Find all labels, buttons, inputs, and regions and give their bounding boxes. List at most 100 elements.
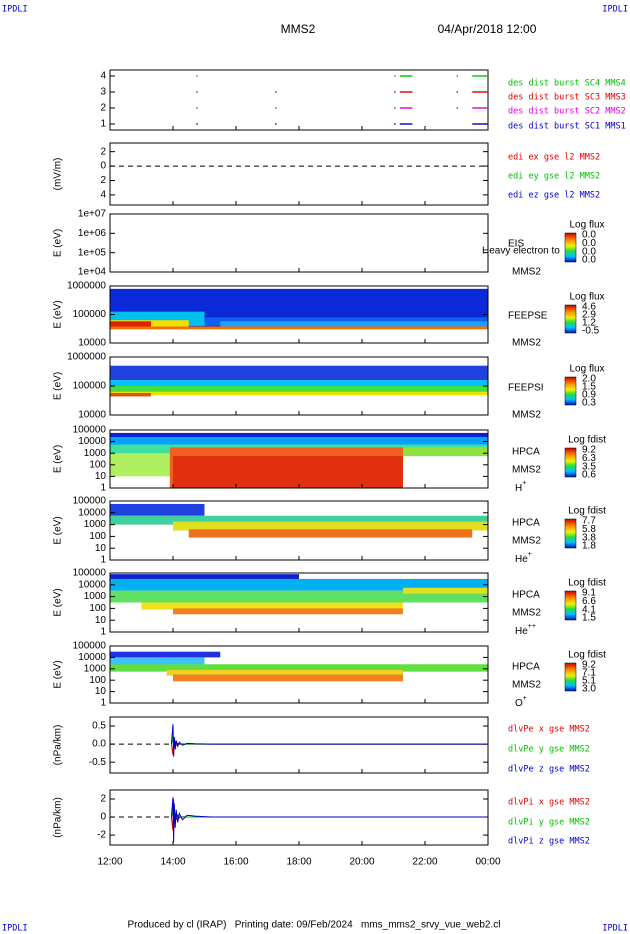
colorbar xyxy=(564,232,577,263)
colorbar-label: 1.5 xyxy=(582,613,596,624)
corner-label: IPDLI xyxy=(2,5,28,15)
colorbar-title: Log flux xyxy=(569,364,604,375)
y-tick-label: 4 xyxy=(100,71,106,82)
spectrogram-cell xyxy=(220,321,488,327)
legend-entry: dlvPe y gse MMS2 xyxy=(508,745,590,755)
colorbar-label: 4.1 xyxy=(582,604,596,615)
colorbar xyxy=(564,376,577,406)
spectrogram-cell xyxy=(188,529,473,538)
y-tick-label: -0.5 xyxy=(89,757,107,768)
colorbar-title: Log fdist xyxy=(568,650,606,661)
spectrogram-cell xyxy=(110,651,221,658)
corner-label: IPDLI xyxy=(2,924,28,934)
colorbar-label: 3.5 xyxy=(582,461,596,472)
burst-interval xyxy=(472,75,488,77)
burst-interval xyxy=(275,107,277,109)
species-ion: He xyxy=(515,554,528,565)
corner-label: IPDLI xyxy=(602,5,628,15)
panel-frame xyxy=(109,69,489,131)
colorbar xyxy=(564,590,577,621)
species-charge: + xyxy=(522,480,526,487)
colorbar-label: 6.3 xyxy=(582,453,596,464)
spectrogram-cell xyxy=(110,657,205,666)
legend-entry: edi ex gse l2 MMS2 xyxy=(508,153,600,163)
y-tick-label: 1 xyxy=(100,483,106,494)
colorbar-label: 0.0 xyxy=(582,230,596,241)
spacecraft: MMS2 xyxy=(512,536,541,547)
spacecraft: MMS2 xyxy=(512,465,541,476)
data-line xyxy=(170,797,488,843)
y-tick-label: 0.0 xyxy=(92,739,106,750)
x-tick-label: 00:00 xyxy=(475,857,500,868)
burst-interval xyxy=(472,107,488,109)
y-axis-label: E (eV) xyxy=(53,660,64,688)
colorbar-title: Log fdist xyxy=(568,435,606,446)
y-tick-label: 1000 xyxy=(84,448,107,459)
burst-interval xyxy=(275,123,277,125)
y-tick-label: 10 xyxy=(95,471,107,482)
spectrogram-cell xyxy=(110,436,488,448)
legend-entry: des dist burst SC3 MMS3 xyxy=(508,93,626,103)
spacecraft: MMS2 xyxy=(512,680,541,691)
y-tick-label: 0 xyxy=(100,161,106,172)
y-tick-label: 0.5 xyxy=(92,721,106,732)
y-tick-label: 100 xyxy=(89,531,106,542)
burst-interval xyxy=(196,123,198,125)
colorbar-label: 2.0 xyxy=(582,374,596,385)
spectrogram-cell xyxy=(110,321,151,328)
colorbar-label: 5.8 xyxy=(582,524,596,535)
colorbar xyxy=(564,518,577,549)
y-tick-label: 0 xyxy=(100,812,106,823)
panel-frame xyxy=(109,716,489,774)
species: He+ xyxy=(515,551,532,565)
y-axis-label: (mV/m) xyxy=(53,158,64,191)
colorbar-label: 3.8 xyxy=(582,532,596,543)
y-tick-label: 100000 xyxy=(73,496,107,507)
spectrogram-cell xyxy=(173,674,403,682)
burst-interval xyxy=(394,123,396,125)
y-tick-label: 10000 xyxy=(78,338,106,349)
colorbar-label: 0.0 xyxy=(582,238,596,249)
species: O+ xyxy=(515,695,527,709)
spectrogram-cell xyxy=(166,669,403,676)
data-line xyxy=(170,740,488,756)
colorbar-label: 1.8 xyxy=(582,541,596,552)
y-tick-label: 2 xyxy=(100,103,106,114)
colorbar-label: 9.2 xyxy=(582,445,596,456)
y-tick-label: 100000 xyxy=(73,568,107,579)
y-tick-label: 100000 xyxy=(73,641,107,652)
y-tick-label: 10 xyxy=(95,615,107,626)
spectrogram-cell xyxy=(402,447,488,457)
y-tick-label: 1 xyxy=(100,627,106,638)
burst-interval xyxy=(456,91,458,93)
species: He++ xyxy=(515,623,536,637)
spacecraft: MMS2 xyxy=(512,267,541,278)
legend-entry: dlvPe x gse MMS2 xyxy=(508,725,590,735)
spectrogram-cell xyxy=(110,386,488,393)
y-axis-label: E (eV) xyxy=(53,300,64,328)
colorbar xyxy=(564,662,577,692)
species-charge: ++ xyxy=(528,623,536,630)
legend-entry: des dist burst SC1 MMS1 xyxy=(508,122,626,132)
legend-entry: des dist burst SC2 MMS2 xyxy=(508,107,626,117)
y-tick-label: 2 xyxy=(100,794,106,805)
spectrogram-cell xyxy=(110,432,488,439)
x-tick-label: 18:00 xyxy=(286,857,311,868)
colorbar-label: 1.2 xyxy=(582,318,596,329)
y-tick-label: 1000 xyxy=(84,663,107,674)
y-tick-label: -2 xyxy=(97,830,106,841)
burst-interval xyxy=(394,75,396,77)
y-tick-label: 10000 xyxy=(78,652,106,663)
spectrogram-cell xyxy=(110,326,488,330)
y-tick-label: 10000 xyxy=(78,410,106,421)
burst-interval xyxy=(472,91,488,93)
burst-interval xyxy=(275,91,277,93)
colorbar-label: 0.0 xyxy=(582,255,596,266)
colorbar-title: Log fdist xyxy=(568,506,606,517)
instrument: HPCA xyxy=(512,590,540,601)
spacecraft: MMS2 xyxy=(512,338,541,349)
spacecraft: MMS2 xyxy=(512,410,541,421)
spectrogram-cell xyxy=(141,602,403,610)
species-ion: H xyxy=(515,483,522,494)
